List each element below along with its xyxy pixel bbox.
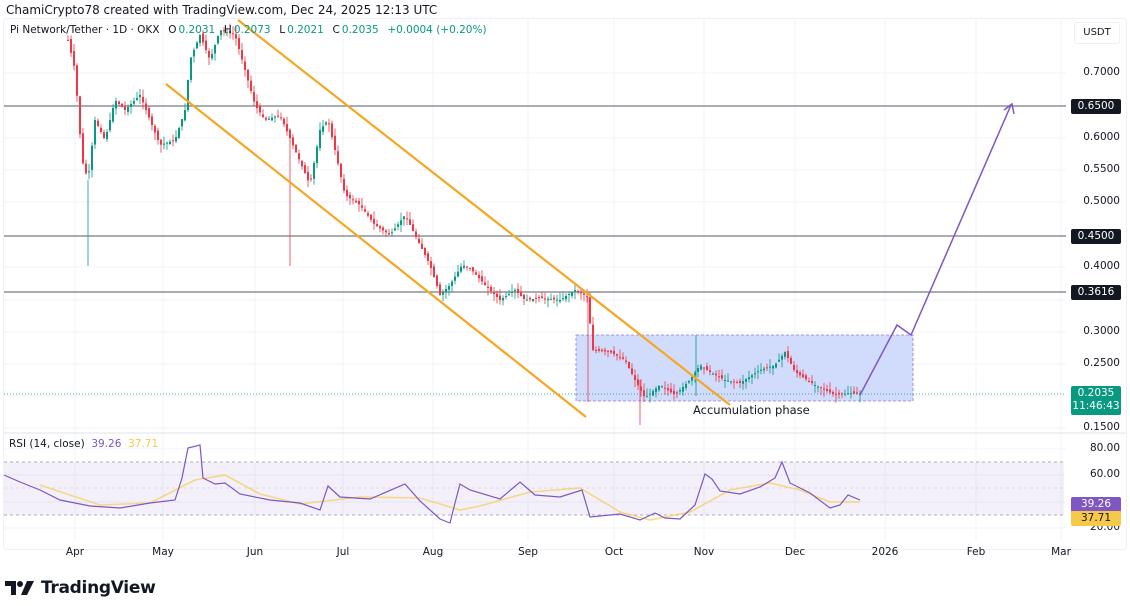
time-tick: Apr: [65, 546, 85, 558]
time-tick: Jul: [336, 546, 350, 558]
rsi-line: [3, 444, 861, 524]
price-tick: 0.1500: [1083, 421, 1120, 433]
price-tick: 0.2500: [1083, 357, 1120, 369]
attribution-text: ChamiCrypto78 created with TradingView.c…: [6, 3, 438, 17]
candlesticks: [67, 23, 861, 425]
level-price-tag: 0.3616: [1071, 285, 1121, 300]
open-label: O: [168, 24, 177, 36]
low-label: L: [279, 24, 286, 36]
price-tick: 0.6000: [1083, 131, 1120, 143]
currency-label[interactable]: USDT: [1074, 22, 1120, 44]
tradingview-logo[interactable]: TradingView: [5, 578, 156, 598]
tradingview-logo-icon: [5, 581, 34, 595]
time-tick: Sep: [518, 546, 538, 558]
chart-frame: [3, 18, 1127, 550]
projection-path: [859, 104, 1012, 396]
time-tick: Mar: [1051, 546, 1071, 558]
time-tick: 2026: [871, 546, 899, 558]
rsi-ma-tag: 37.71: [1071, 511, 1121, 526]
change-value: +0.0004 (+0.20%): [387, 24, 487, 36]
price-tick: 0.4000: [1083, 260, 1120, 272]
close-value: 0.2035: [341, 24, 379, 36]
level-price-tag: 0.6500: [1071, 99, 1121, 114]
channel-upper-line: [237, 19, 731, 406]
close-label: C: [332, 24, 340, 36]
bar-countdown: 11:46:43: [1072, 400, 1120, 412]
rsi-value: 39.26: [91, 438, 122, 450]
time-tick: May: [152, 546, 174, 558]
time-tick: Dec: [784, 546, 806, 558]
open-value: 0.2031: [178, 24, 216, 36]
rsi-legend: RSI (14, close) 39.26 37.71: [9, 438, 158, 450]
price-tick: 0.5000: [1083, 195, 1120, 207]
time-tick: Jun: [246, 546, 264, 558]
grid-lines: [4, 18, 1126, 540]
price-tick: 0.7000: [1083, 66, 1120, 78]
symbol-legend: Pi Network/Tether · 1D · OKX O 0.2031 H 0.…: [10, 24, 489, 36]
price-tick: 0.5500: [1083, 163, 1120, 175]
symbol-name[interactable]: Pi Network/Tether · 1D · OKX: [10, 24, 160, 36]
time-tick: Feb: [966, 546, 986, 558]
time-tick: Nov: [693, 546, 715, 558]
current-price-tag: 0.2035 11:46:43: [1071, 386, 1121, 415]
rsi-tick: 60.00: [1089, 468, 1120, 480]
brand-name: TradingView: [41, 578, 156, 598]
high-value: 0.2073: [233, 24, 271, 36]
time-tick: Oct: [604, 546, 624, 558]
high-label: H: [223, 24, 232, 36]
accumulation-label: Accumulation phase: [693, 403, 810, 417]
projection-arrowhead: [1003, 102, 1015, 115]
channel-lower-line: [165, 83, 587, 418]
time-tick: Aug: [422, 546, 444, 558]
rsi-tick: 80.00: [1089, 442, 1120, 454]
current-price-value: 0.2035: [1077, 387, 1115, 399]
low-value: 0.2021: [287, 24, 324, 36]
rsi-ma-value: 37.71: [128, 438, 159, 450]
rsi-band: [4, 462, 1064, 515]
price-tick: 0.3000: [1083, 325, 1120, 337]
rsi-value-tag: 39.26: [1071, 497, 1121, 512]
rsi-title[interactable]: RSI (14, close): [9, 438, 85, 450]
level-price-tag: 0.4500: [1071, 229, 1121, 244]
